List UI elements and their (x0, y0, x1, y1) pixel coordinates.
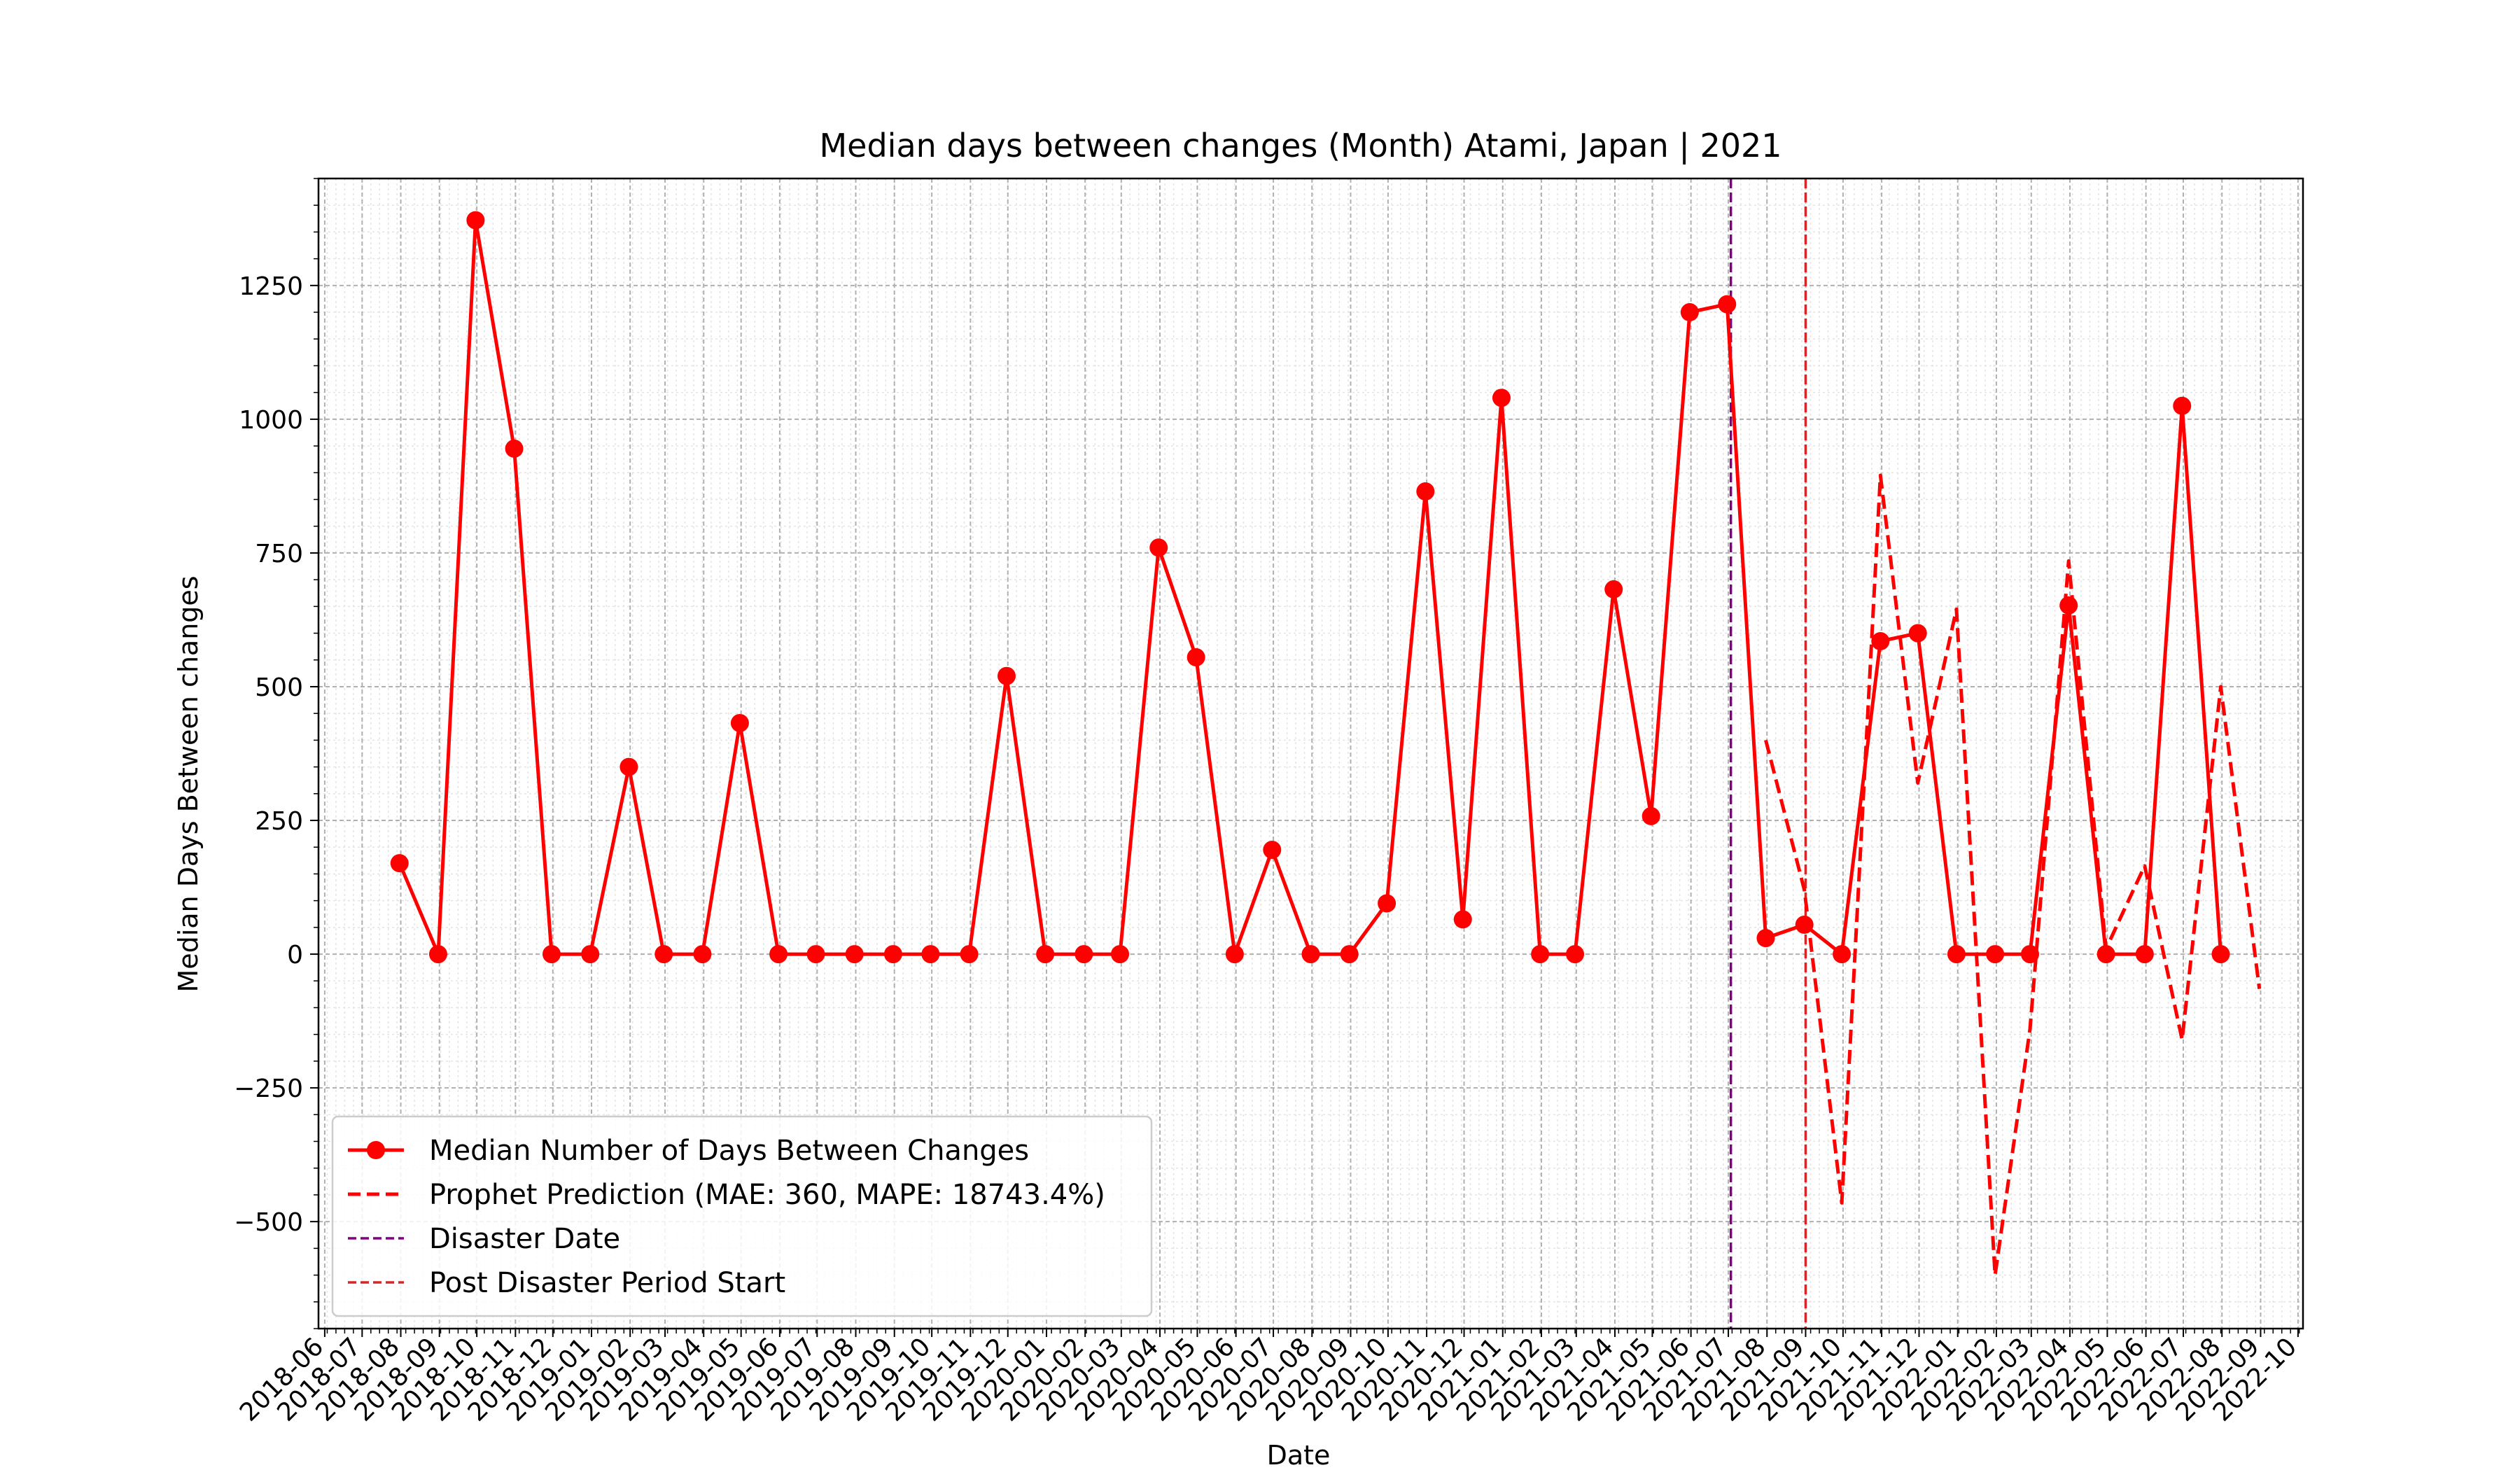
data-point (505, 439, 524, 458)
data-point (2173, 396, 2192, 415)
data-point (1225, 945, 1244, 964)
data-point (428, 945, 447, 964)
data-point (1908, 624, 1927, 643)
data-point (1680, 303, 1699, 322)
data-point (1642, 806, 1660, 825)
legend-label: Post Disaster Period Start (429, 1267, 785, 1299)
y-tick-label: 1250 (239, 272, 303, 301)
data-point (2135, 945, 2154, 964)
data-point (1986, 945, 2005, 964)
data-point (769, 945, 788, 964)
data-point (693, 945, 712, 964)
y-tick-label: 0 (287, 941, 303, 969)
data-point (581, 945, 600, 964)
data-point (730, 713, 749, 732)
legend-marker (367, 1141, 385, 1159)
data-point (1186, 648, 1205, 666)
data-point (2096, 945, 2115, 964)
data-point (542, 945, 561, 964)
data-point (997, 666, 1016, 685)
y-tick-label: 750 (255, 540, 303, 568)
data-point (806, 945, 825, 964)
data-point (1111, 945, 1130, 964)
data-point (1718, 295, 1737, 314)
data-point (1756, 929, 1775, 948)
data-point (620, 757, 638, 776)
data-point (1453, 910, 1472, 929)
data-point (1378, 894, 1396, 913)
series-layer (390, 211, 2262, 1278)
data-point (2059, 596, 2078, 615)
data-point (845, 945, 864, 964)
legend-label: Prophet Prediction (MAE: 360, MAPE: 1874… (429, 1179, 1105, 1211)
y-tick-label: −500 (234, 1208, 303, 1237)
data-point (1301, 945, 1320, 964)
data-point (1531, 945, 1550, 964)
plot-frame (317, 177, 2304, 1330)
data-point (1947, 945, 1966, 964)
y-axis-label: Median Days Between changes (173, 575, 204, 992)
data-point (1416, 482, 1435, 501)
x-axis-label: Date (1267, 1440, 1331, 1470)
legend-label: Disaster Date (429, 1223, 620, 1255)
grid (318, 178, 2303, 1329)
data-point (1340, 945, 1359, 964)
data-point (390, 854, 409, 873)
legend: Median Number of Days Between Changes Pro… (331, 1115, 1153, 1317)
data-point (1149, 538, 1168, 557)
y-tick-label: 1000 (239, 406, 303, 435)
y-tick-label: 250 (255, 807, 303, 836)
series-line-1 (1764, 473, 2262, 1278)
data-point (466, 211, 485, 230)
data-point (1492, 388, 1511, 407)
y-tick-label: 500 (255, 673, 303, 702)
data-point (1604, 580, 1623, 598)
legend-box (331, 1115, 1153, 1317)
data-point (1566, 945, 1585, 964)
legend-label: Median Number of Days Between Changes (429, 1135, 1029, 1167)
data-point (921, 945, 940, 964)
y-tick-label: −250 (234, 1074, 303, 1103)
chart-title: Median days between changes (Month) Atam… (819, 127, 1782, 165)
data-point (960, 945, 979, 964)
data-point (654, 945, 673, 964)
data-point (1263, 841, 1282, 860)
data-point (1871, 632, 1890, 651)
data-point (1036, 945, 1055, 964)
data-point (2211, 945, 2230, 964)
data-point (883, 945, 902, 964)
axes: −500−2500250500750100012502018-062018-07… (234, 177, 2304, 1427)
data-point (1833, 945, 1851, 964)
data-point (1074, 945, 1093, 964)
